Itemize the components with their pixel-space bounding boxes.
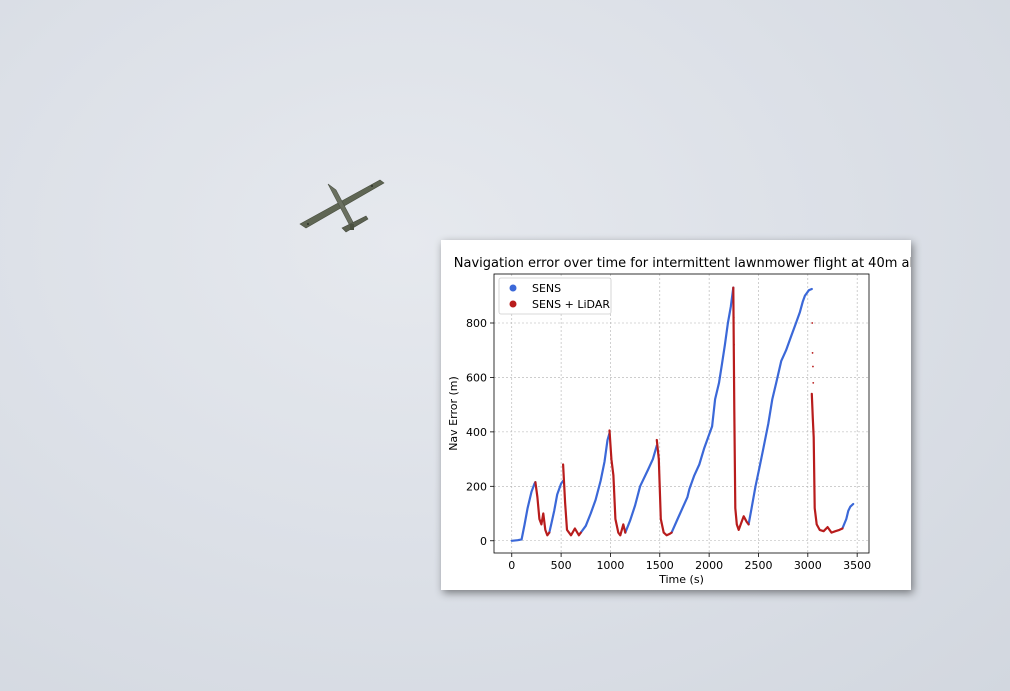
data-point bbox=[812, 365, 814, 368]
series-trace bbox=[841, 502, 855, 530]
series-trace bbox=[655, 438, 673, 537]
legend-marker-sens-lidar bbox=[509, 300, 517, 308]
series-trace bbox=[562, 463, 582, 537]
y-tick-label: 0 bbox=[480, 535, 487, 548]
series-trace bbox=[548, 479, 565, 534]
plot-frame bbox=[493, 273, 870, 554]
x-tick-label: 2500 bbox=[744, 559, 772, 572]
data-point bbox=[733, 376, 736, 379]
y-tick-label: 800 bbox=[466, 317, 487, 330]
series-trace bbox=[579, 432, 611, 534]
data-point bbox=[732, 316, 735, 319]
series-trace bbox=[747, 287, 813, 526]
data-point bbox=[811, 322, 814, 324]
chart-title: Navigation error over time for intermitt… bbox=[454, 256, 911, 271]
legend-box bbox=[498, 277, 612, 315]
x-axis-label: Time (s) bbox=[658, 573, 704, 586]
y-tick-label: 600 bbox=[466, 371, 487, 384]
axis-ticks: 0 500 1000 1500 2000 2500 3000 3500 0 200 400 600 80… bbox=[466, 317, 871, 572]
x-tick-label: 1000 bbox=[596, 559, 624, 572]
series-trace bbox=[510, 481, 537, 542]
aircraft-photo bbox=[292, 172, 392, 240]
legend-label-sens: SENS bbox=[532, 282, 561, 295]
airplane-icon bbox=[299, 179, 385, 233]
data-point bbox=[733, 420, 736, 422]
x-tick-label: 500 bbox=[551, 559, 572, 572]
x-tick-label: 1500 bbox=[646, 559, 674, 572]
series-trace bbox=[624, 444, 658, 534]
series-trace bbox=[810, 392, 844, 534]
series-sens bbox=[510, 286, 855, 542]
y-tick-label: 200 bbox=[466, 480, 487, 493]
x-tick-label: 3000 bbox=[794, 559, 822, 572]
y-axis-label: Nav Error (m) bbox=[447, 376, 460, 451]
legend-label-sens-lidar: SENS + LiDAR bbox=[532, 298, 610, 311]
chart-legend: SENS SENS + LiDAR bbox=[498, 277, 612, 315]
series-sens-lidar bbox=[534, 286, 844, 537]
series-trace bbox=[534, 481, 551, 537]
data-point bbox=[811, 352, 814, 354]
chart-card: Navigation error over time for intermitt… bbox=[441, 240, 911, 590]
data-point bbox=[733, 343, 735, 346]
plot-series bbox=[510, 286, 855, 542]
x-tick-label: 3500 bbox=[843, 559, 871, 572]
series-trace bbox=[670, 286, 735, 534]
nav-error-chart: Navigation error over time for intermitt… bbox=[447, 256, 911, 586]
legend-marker-sens bbox=[509, 284, 517, 292]
data-point bbox=[812, 381, 815, 384]
x-tick-label: 0 bbox=[508, 559, 515, 572]
series-trace bbox=[732, 286, 750, 531]
x-tick-label: 2000 bbox=[695, 559, 723, 572]
y-tick-label: 400 bbox=[466, 426, 487, 439]
series-trace bbox=[608, 429, 627, 537]
